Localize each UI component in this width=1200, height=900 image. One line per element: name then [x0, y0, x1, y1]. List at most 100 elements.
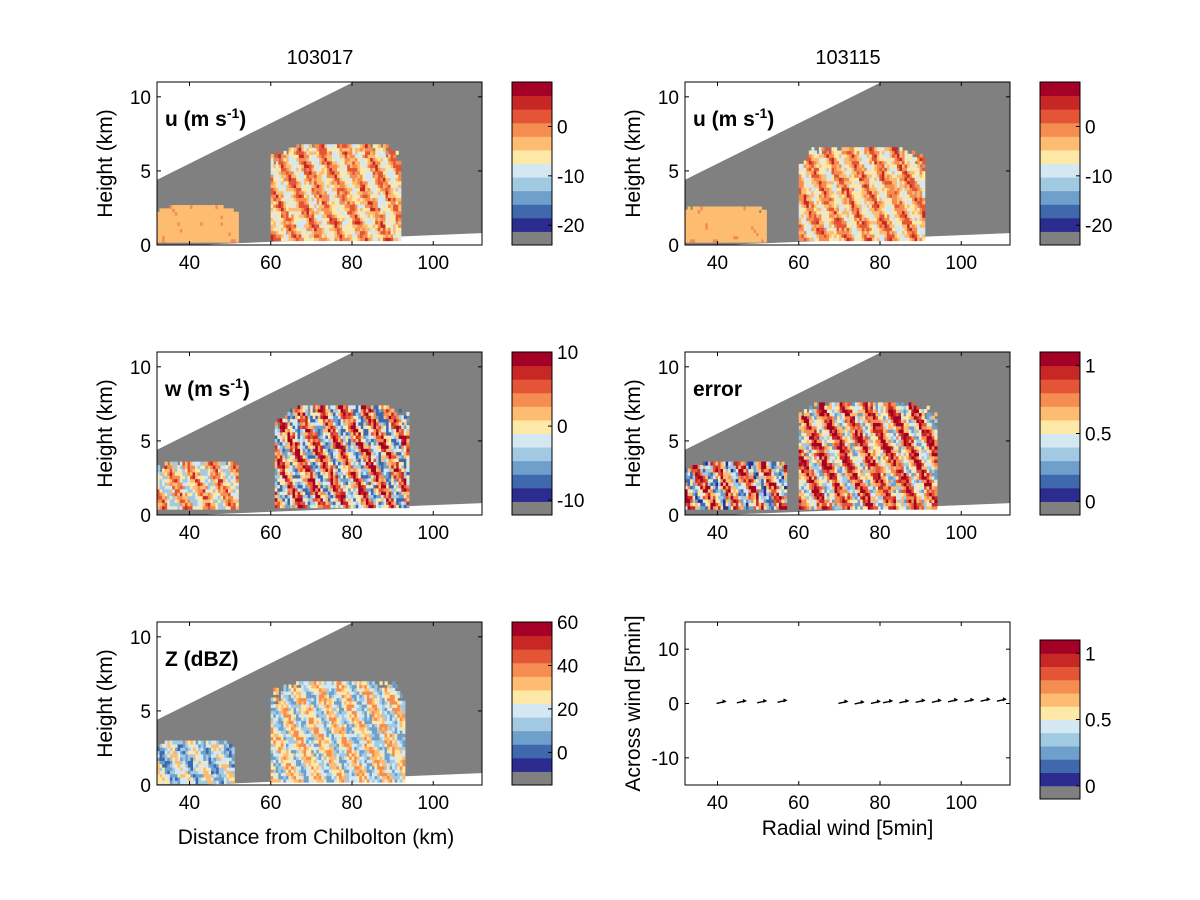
wind-vector-head-8	[889, 698, 894, 703]
colorbar-segment-2	[512, 217, 552, 232]
colorbar-segment-1	[512, 501, 552, 516]
colorbar-segment-12	[512, 82, 552, 97]
x-tick-label: 40	[707, 523, 728, 544]
y-tick-label: 5	[140, 432, 151, 453]
wind-vector-head-4	[783, 698, 788, 703]
y-tick-label: 5	[668, 162, 679, 183]
colorbar-segment-9	[1040, 679, 1080, 694]
y-tick-label: 0	[668, 695, 679, 716]
colorbar-frame	[1039, 81, 1081, 246]
y-tick-label: 0	[140, 506, 151, 527]
y-axis-label: Height (km)	[622, 109, 645, 218]
axes-frame	[156, 351, 483, 516]
colorbar: 60 40 20 0	[511, 613, 578, 786]
colorbar-segment-8	[1040, 136, 1080, 151]
colorbar-segment-7	[1040, 149, 1080, 164]
colorbar-segment-8	[1040, 693, 1080, 707]
plot-area	[685, 82, 1010, 245]
colorbar: 0 -10 -20	[511, 81, 584, 246]
colorbar-segment-9	[512, 662, 552, 677]
axes-frame	[156, 81, 483, 246]
colorbar-segment-4	[512, 460, 552, 475]
colorbar-segment-12	[1040, 82, 1080, 97]
x-tick-label: 40	[179, 253, 200, 274]
colorbar-segment-2	[512, 757, 552, 772]
colorbar-segment-12	[1040, 352, 1080, 367]
colorbar-segment-1	[512, 231, 552, 246]
colorbar-tick-label: -20	[1085, 216, 1112, 237]
wind-vector-head-5	[844, 699, 849, 704]
colorbar-segment-10	[1040, 109, 1080, 124]
y-tick-label: 10	[658, 640, 679, 661]
x-axis-label: Radial wind [5min]	[762, 817, 934, 840]
colorbar-tick-label: 10	[557, 343, 578, 364]
y-tick-label: 0	[140, 236, 151, 257]
colorbar-segment-11	[512, 365, 552, 380]
panel-variable-label: Z (dBZ)	[165, 648, 238, 671]
colorbar-tick-label: -10	[557, 491, 584, 512]
colorbar-segment-4	[1040, 460, 1080, 475]
colorbar-segment-6	[512, 163, 552, 178]
echo-region-2	[798, 147, 926, 242]
colorbar-segment-6	[1040, 433, 1080, 448]
colorbar-segment-3	[512, 744, 552, 759]
plot-area	[685, 352, 1010, 515]
colorbar-tick-label: 1	[1085, 357, 1096, 378]
colorbar-segment-10	[512, 379, 552, 394]
colorbar-segment-11	[1040, 653, 1080, 667]
y-tick-label: 10	[658, 358, 679, 379]
wind-vector-head-3	[763, 698, 768, 703]
x-tick-label: 60	[260, 793, 281, 814]
wind-vector-head-10	[921, 698, 926, 703]
colorbar-segment-8	[512, 676, 552, 691]
colorbar: 10.50	[1039, 639, 1111, 800]
plot-background	[685, 622, 1010, 785]
colorbar-segment-4	[1040, 190, 1080, 205]
plot-area	[157, 352, 482, 515]
colorbar-segment-6	[512, 703, 552, 718]
colorbar-segment-3	[512, 204, 552, 219]
x-tick-label: 100	[417, 253, 449, 274]
colorbar-segment-9	[512, 122, 552, 137]
y-axis-label: Height (km)	[94, 109, 117, 218]
colorbar-segment-5	[512, 447, 552, 462]
colorbar-segment-5	[1040, 177, 1080, 192]
colorbar-segment-7	[512, 419, 552, 434]
colorbar-tick-label: 0.5	[1085, 711, 1111, 732]
colorbar-segment-2	[1040, 217, 1080, 232]
y-tick-label: 0	[668, 506, 679, 527]
echo-region-2	[270, 681, 406, 783]
y-tick-label: 5	[140, 702, 151, 723]
echo-region-1	[157, 461, 239, 510]
x-tick-label: 60	[260, 523, 281, 544]
panel-z-103017: 40 60 80 100 0 5 10 Height (km) Z (dBZ) 60 40 20 0	[94, 613, 578, 814]
x-tick-label: 100	[417, 793, 449, 814]
x-tick-label: 60	[788, 253, 809, 274]
x-tick-label: 60	[788, 793, 809, 814]
echo-region-1	[157, 740, 235, 785]
colorbar-segment-5	[512, 177, 552, 192]
colorbar-segment-8	[512, 136, 552, 151]
wind-vector-head-11	[937, 698, 942, 703]
colorbar-segment-1	[1040, 231, 1080, 246]
colorbar-segment-6	[512, 433, 552, 448]
colorbar-segment-4	[1040, 746, 1080, 760]
colorbar-segment-9	[1040, 122, 1080, 137]
wind-vector-head-6	[860, 699, 865, 704]
colorbar-tick-label: 0	[1085, 777, 1096, 798]
y-axis-label: Across wind [5min]	[622, 615, 645, 791]
colorbar-segment-3	[1040, 474, 1080, 489]
colorbar-segment-6	[1040, 719, 1080, 734]
wind-vector-head-15	[1002, 697, 1007, 702]
y-tick-label: 10	[130, 628, 151, 649]
colorbar: 0 -10 -20	[1039, 81, 1112, 246]
x-axis-label-bottom-left: Distance from Chilbolton (km)	[178, 826, 455, 849]
y-tick-label: 0	[140, 776, 151, 797]
colorbar-frame	[511, 351, 553, 516]
colorbar-segment-11	[512, 95, 552, 110]
echo-region-1	[685, 206, 767, 243]
plot-area	[157, 622, 482, 785]
